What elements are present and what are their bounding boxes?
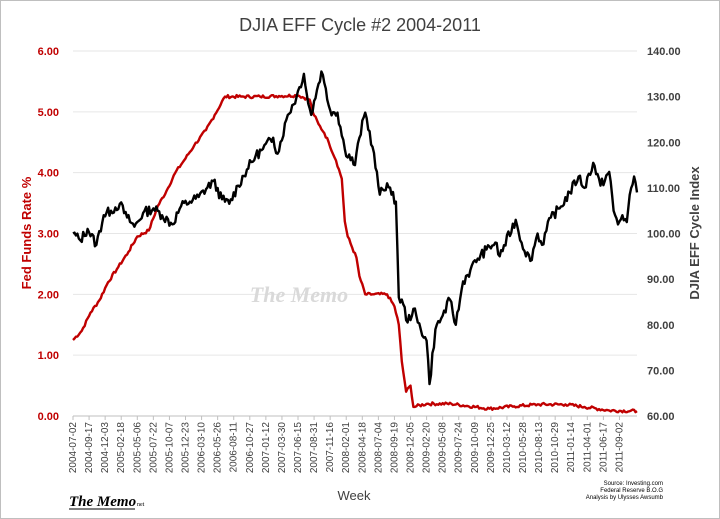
x-tick-label: 2006-03-10: [197, 422, 208, 474]
right-tick-label: 100.00: [647, 229, 681, 241]
x-tick-label: 2010-03-12: [502, 422, 513, 474]
source-line-2: Federal Reserve B.O.G: [600, 488, 663, 494]
x-tick-label: 2011-09-02: [614, 422, 625, 473]
x-tick-label: 2007-08-31: [309, 422, 320, 474]
x-tick-label: 2007-11-16: [325, 422, 336, 473]
right-tick-label: 120.00: [647, 137, 681, 149]
left-tick-label: 4.00: [38, 168, 59, 180]
brand-logo-text: The Memo: [69, 494, 136, 510]
x-tick-label: 2008-04-18: [357, 422, 368, 474]
x-tick-label: 2010-08-13: [534, 422, 545, 474]
x-tick-label: 2004-09-17: [84, 422, 95, 474]
x-tick-label: 2011-01-14: [566, 422, 577, 473]
x-tick-label: 2008-07-04: [373, 422, 384, 474]
left-tick-label: 5.00: [38, 107, 59, 119]
left-tick-label: 0.00: [38, 411, 59, 423]
right-tick-label: 130.00: [647, 92, 681, 104]
x-tick-label: 2010-10-29: [550, 422, 561, 474]
right-tick-label: 140.00: [647, 46, 681, 58]
x-tick-label: 2009-10-09: [470, 422, 481, 474]
x-tick-label: 2008-12-05: [406, 422, 417, 474]
right-tick-label: 60.00: [647, 411, 675, 423]
x-tick-label: 2009-05-08: [438, 422, 449, 474]
x-tick-label: 2009-07-24: [454, 422, 465, 474]
series-line-djia-eff-cycle: [72, 70, 639, 386]
x-tick-label: 2007-06-15: [293, 422, 304, 474]
series-line-fed-funds-rate: [72, 93, 638, 414]
x-tick-label: 2004-07-02: [68, 422, 79, 474]
x-tick-label: 2009-02-20: [422, 422, 433, 474]
x-tick-label: 2005-07-22: [148, 422, 159, 474]
x-tick-label: 2004-12-03: [100, 422, 111, 474]
x-tick-label: 2007-01-12: [261, 422, 272, 474]
x-axis-ticks: 2004-07-02 2004-09-17 2004-12-03 2005-02-18…: [68, 416, 625, 473]
brand-logo-suffix: net: [137, 502, 145, 508]
left-tick-label: 6.00: [38, 46, 59, 58]
right-tick-label: 90.00: [647, 274, 675, 286]
left-axis-ticks: 0.00 1.00 2.00 3.00 4.00 5.00 6.00: [38, 46, 59, 423]
x-tick-label: 2005-05-06: [132, 422, 143, 474]
x-tick-label: 2011-04-01: [582, 422, 593, 473]
left-tick-label: 2.00: [38, 289, 59, 301]
right-tick-label: 110.00: [647, 183, 680, 195]
x-tick-label: 2005-12-23: [181, 422, 192, 474]
source-line-1: Source: Investing.com: [604, 481, 663, 487]
left-axis-label: Fed Funds Rate %: [19, 176, 34, 289]
x-tick-label: 2010-05-28: [518, 422, 529, 474]
right-axis-ticks: 60.00 70.00 80.00 90.00 100.00 110.00 120.00 13…: [647, 46, 681, 423]
left-tick-label: 3.00: [38, 229, 59, 241]
x-tick-label: 2006-08-11: [229, 422, 240, 473]
x-tick-label: 2005-10-07: [164, 422, 175, 474]
x-tick-label: 2007-03-30: [277, 422, 288, 474]
chart-title: DJIA EFF Cycle #2 2004-2011: [239, 15, 481, 35]
x-tick-label: 2011-06-17: [598, 422, 609, 473]
brand-logo: The Memo net: [69, 494, 145, 510]
source-note: Source: Investing.com Federal Reserve B.…: [586, 481, 664, 501]
x-tick-label: 2008-02-01: [341, 422, 352, 474]
x-axis-label: Week: [338, 488, 371, 503]
source-line-3: Analysis by Ulysses Awsumb: [586, 495, 664, 501]
right-tick-label: 80.00: [647, 320, 675, 332]
left-tick-label: 1.00: [38, 350, 59, 362]
watermark: The Memo: [250, 282, 348, 307]
x-tick-label: 2006-05-26: [213, 422, 224, 474]
x-tick-label: 2008-09-19: [389, 422, 400, 474]
x-tick-label: 2009-12-25: [486, 422, 497, 474]
gridlines: [73, 50, 637, 356]
right-tick-label: 70.00: [647, 365, 675, 377]
x-tick-label: 2006-10-27: [245, 422, 256, 474]
right-axis-label: DJIA EFF Cycle Index: [687, 166, 702, 300]
x-tick-label: 2005-02-18: [116, 422, 127, 474]
